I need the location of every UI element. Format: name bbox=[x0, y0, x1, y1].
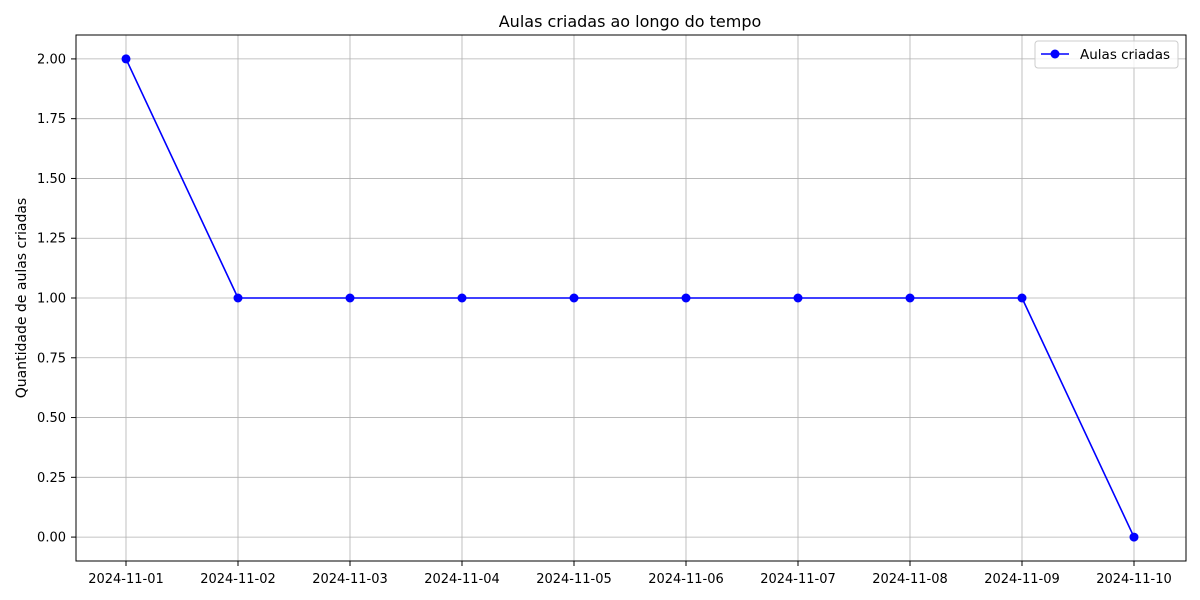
data-point bbox=[1129, 532, 1139, 542]
chart-title: Aulas criadas ao longo do tempo bbox=[499, 12, 762, 31]
x-tick-label: 2024-11-07 bbox=[760, 572, 836, 587]
y-tick-label: 1.00 bbox=[37, 292, 66, 307]
legend-label: Aulas criadas bbox=[1080, 47, 1170, 63]
y-tick-label: 0.00 bbox=[37, 531, 66, 546]
data-point bbox=[457, 293, 467, 303]
data-point bbox=[905, 293, 915, 303]
x-tick-label: 2024-11-10 bbox=[1096, 572, 1172, 587]
y-tick-label: 0.25 bbox=[37, 471, 66, 486]
grid-lines bbox=[76, 35, 1186, 561]
data-point bbox=[793, 293, 803, 303]
x-tick-label: 2024-11-05 bbox=[536, 572, 612, 587]
data-point bbox=[1017, 293, 1027, 303]
x-tick-label: 2024-11-08 bbox=[872, 572, 948, 587]
legend-marker bbox=[1050, 49, 1060, 59]
data-point bbox=[233, 293, 243, 303]
legend: Aulas criadas bbox=[1034, 40, 1179, 69]
x-tick-label: 2024-11-06 bbox=[648, 572, 724, 587]
x-tick-label: 2024-11-02 bbox=[200, 572, 276, 587]
x-tick-label: 2024-11-04 bbox=[424, 572, 500, 587]
data-point bbox=[345, 293, 355, 303]
data-point bbox=[569, 293, 579, 303]
y-tick-label: 0.50 bbox=[37, 411, 66, 426]
axis-ticks: 2024-11-01 2024-11-02 2024-11-03 2024-11-04… bbox=[37, 52, 1172, 587]
series-line bbox=[125, 58, 1135, 538]
x-tick-label: 2024-11-09 bbox=[984, 572, 1060, 587]
data-point bbox=[121, 54, 131, 64]
series-layer bbox=[121, 54, 1139, 542]
y-axis-title: Quantidade de aulas criadas bbox=[14, 198, 30, 398]
y-tick-label: 0.75 bbox=[37, 351, 66, 366]
data-point bbox=[681, 293, 691, 303]
y-tick-label: 1.50 bbox=[37, 172, 66, 187]
x-tick-label: 2024-11-01 bbox=[88, 572, 164, 587]
y-tick-label: 1.25 bbox=[37, 232, 66, 247]
y-tick-label: 2.00 bbox=[37, 52, 66, 67]
x-tick-label: 2024-11-03 bbox=[312, 572, 388, 587]
y-tick-label: 1.75 bbox=[37, 112, 66, 127]
legend-box bbox=[1034, 40, 1179, 69]
